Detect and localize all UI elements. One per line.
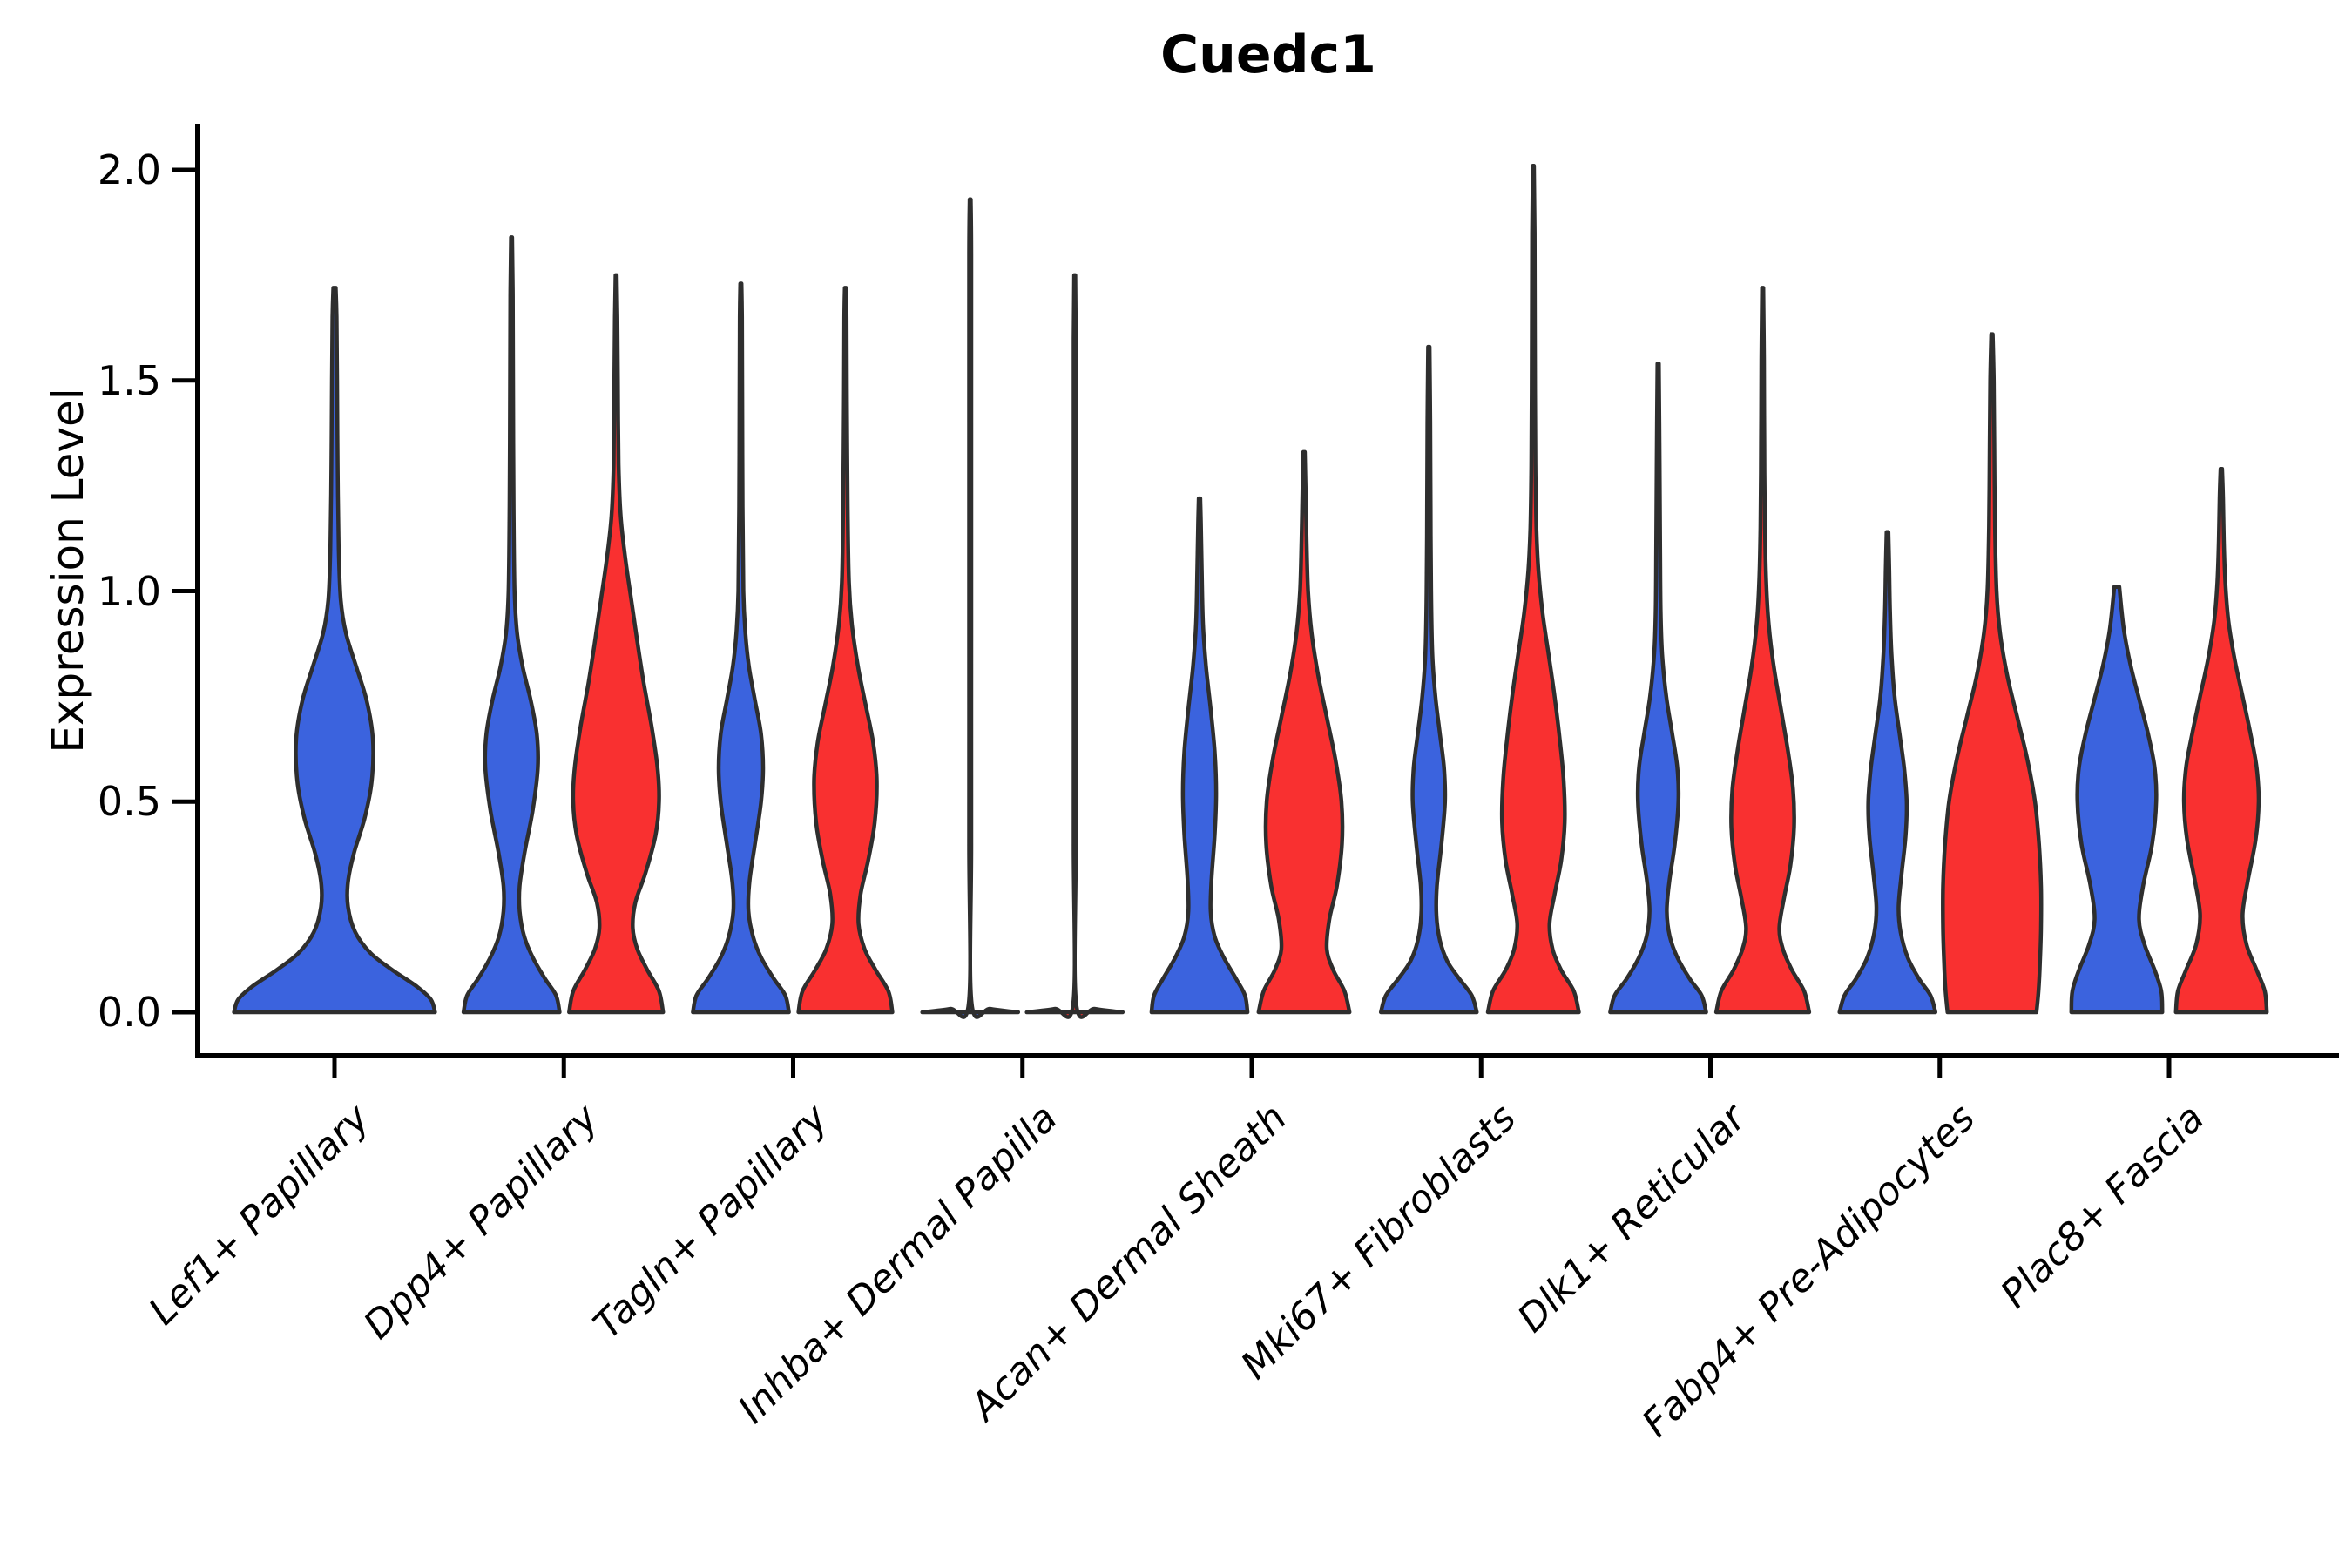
violin-dlk1-reticular-red <box>1713 286 1812 1015</box>
y-tick-label: 1.5 <box>97 356 161 404</box>
violin-lef1-papillary-blue <box>232 286 437 1015</box>
chart-title: Cuedc1 <box>1160 24 1376 85</box>
violin-acan-dermal-sheath-red <box>1256 449 1352 1015</box>
violin-acan-dermal-sheath-blue <box>1149 496 1250 1015</box>
violin-dlk1-reticular-blue <box>1608 362 1708 1015</box>
violin-tagln-papillary-blue <box>691 281 791 1015</box>
violin-mki67-fibroblasts-blue <box>1378 344 1479 1015</box>
y-tick-label: 1.0 <box>97 567 161 615</box>
violin-fabp4-pre-adipocytes-blue <box>1837 530 1938 1015</box>
y-axis-label: Expression Level <box>43 388 93 754</box>
violin-inhba-dermal-papilla-red <box>1024 273 1125 1019</box>
violin-dpp4-papillary-blue <box>461 235 562 1015</box>
y-tick-label: 0.0 <box>97 989 161 1036</box>
violin-tagln-papillary-red <box>796 286 895 1015</box>
y-tick-label: 0.5 <box>97 778 161 826</box>
violin-mki67-fibroblasts-red <box>1485 163 1581 1015</box>
violin-plac8-fascia-red <box>2173 467 2269 1015</box>
violin-plac8-fascia-blue <box>2069 585 2165 1015</box>
violin-inhba-dermal-papilla-blue <box>920 197 1021 1019</box>
y-tick-label: 2.0 <box>97 146 161 193</box>
violin-dpp4-papillary-red <box>567 273 666 1015</box>
violin-fabp4-pre-adipocytes-red <box>1941 332 2044 1015</box>
